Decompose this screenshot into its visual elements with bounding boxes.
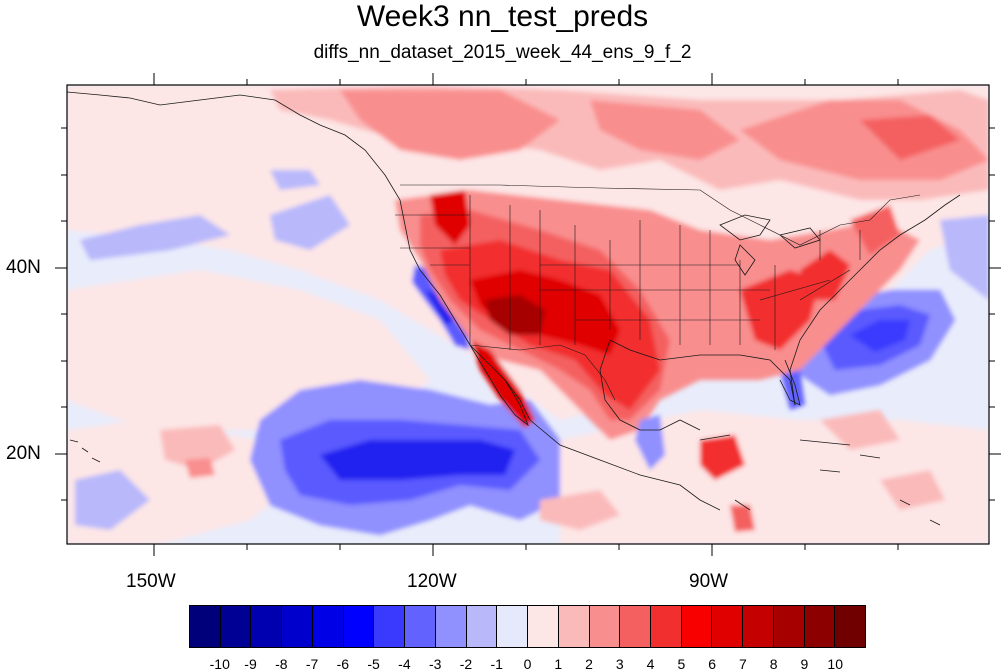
colorbar-tick-label: -8 — [275, 656, 288, 672]
colorbar-tick-label: -3 — [428, 656, 442, 672]
colorbar-tick-label: -9 — [244, 656, 257, 672]
colorbar-swatch — [343, 606, 375, 647]
colorbar-swatch — [405, 606, 436, 647]
lon-label-150w: 150W — [126, 571, 176, 592]
colorbar-swatch — [558, 606, 590, 647]
colorbar-swatch — [712, 606, 744, 647]
colorbar-tick-label: 5 — [677, 656, 686, 672]
colorbar-tick-label: 8 — [769, 656, 778, 672]
colorbar-tick-label: 4 — [646, 656, 655, 672]
lon-label-120w: 120W — [407, 571, 457, 592]
colorbar-tick-label: -10 — [209, 656, 230, 672]
figure-subtitle: diffs_nn_dataset_2015_week_44_ens_9_f_2 — [313, 42, 692, 63]
colorbar-swatch — [374, 606, 406, 647]
anomaly-field — [67, 85, 989, 544]
colorbar-tick-label: 9 — [800, 656, 809, 672]
colorbar-tick-label: -7 — [305, 656, 319, 672]
colorbar-swatch — [528, 606, 559, 647]
colorbar-tick-label: -5 — [367, 656, 380, 672]
colorbar-tick-label: -1 — [490, 656, 503, 672]
colorbar-swatch — [497, 606, 529, 647]
figure-title: Week3 nn_test_preds — [356, 0, 649, 33]
colorbar-swatch — [312, 606, 344, 647]
map-plot — [55, 73, 1001, 556]
colorbar-swatch — [835, 606, 866, 647]
lon-label-90w: 90W — [689, 571, 729, 592]
political-borders — [395, 184, 921, 401]
colorbar-tick-label: -6 — [336, 656, 350, 672]
colorbar-tick-label: 2 — [585, 656, 593, 672]
colorbar-swatch — [435, 606, 467, 647]
colorbar-tick-label: 6 — [708, 656, 717, 672]
colorbar-swatch — [282, 606, 313, 647]
axis-ticks — [55, 73, 1001, 556]
colorbar-swatch — [681, 606, 713, 647]
colorbar-swatch — [804, 606, 836, 647]
colorbar-swatch — [773, 606, 805, 647]
colorbar-tick-label: -2 — [459, 656, 473, 672]
colorbar-swatch — [743, 606, 774, 647]
colorbar-swatch — [251, 606, 283, 647]
colorbar-tick-label: 7 — [739, 656, 747, 672]
colorbar-swatch — [190, 606, 221, 647]
lat-label-40n: 40N — [6, 257, 41, 278]
lat-label-20n: 20N — [6, 443, 41, 464]
colorbar-tick-label: 0 — [523, 656, 532, 672]
colorbar-tick-label: 10 — [827, 656, 843, 672]
colorbar-swatch — [220, 606, 252, 647]
colorbar-swatch — [620, 606, 652, 647]
colorbar-tick-label: -4 — [398, 656, 411, 672]
colorbar-swatch — [651, 606, 682, 647]
colorbar-tick-label: 3 — [615, 656, 624, 672]
colorbar-swatch — [466, 606, 498, 647]
coastlines — [67, 91, 961, 526]
colorbar — [189, 605, 866, 648]
colorbar-swatch — [589, 606, 621, 647]
colorbar-tick-label: 1 — [554, 656, 563, 672]
